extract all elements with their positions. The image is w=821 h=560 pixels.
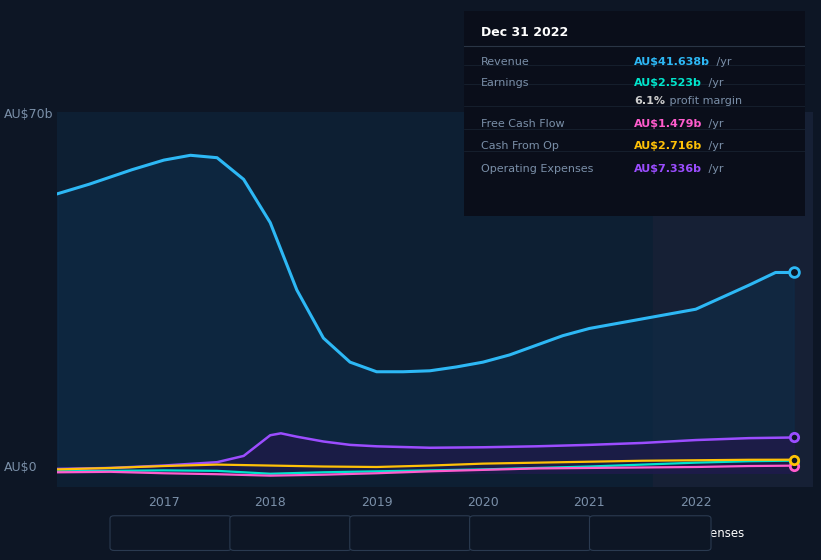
Text: Revenue: Revenue (145, 526, 197, 540)
Text: /yr: /yr (704, 164, 723, 174)
Text: Earnings: Earnings (481, 78, 530, 88)
Text: AU$7.336b: AU$7.336b (635, 164, 702, 174)
Text: Cash From Op: Cash From Op (481, 141, 559, 151)
Text: 6.1%: 6.1% (635, 96, 665, 106)
Text: AU$0: AU$0 (4, 461, 38, 474)
Text: /yr: /yr (704, 141, 723, 151)
Text: Operating Expenses: Operating Expenses (625, 526, 744, 540)
Text: ●: ● (129, 528, 139, 538)
Text: AU$2.716b: AU$2.716b (635, 141, 703, 151)
Text: ●: ● (488, 528, 498, 538)
Text: Operating Expenses: Operating Expenses (481, 164, 594, 174)
Text: AU$41.638b: AU$41.638b (635, 57, 710, 67)
Text: Revenue: Revenue (481, 57, 530, 67)
Text: /yr: /yr (713, 57, 731, 67)
Text: Earnings: Earnings (265, 526, 317, 540)
Bar (654, 112, 813, 487)
Text: /yr: /yr (704, 119, 723, 129)
Text: Free Cash Flow: Free Cash Flow (481, 119, 565, 129)
Text: AU$1.479b: AU$1.479b (635, 119, 703, 129)
Text: ●: ● (369, 528, 378, 538)
Text: Cash From Op: Cash From Op (505, 526, 587, 540)
Text: /yr: /yr (704, 78, 723, 88)
Text: ●: ● (249, 528, 259, 538)
Text: ●: ● (608, 528, 618, 538)
Text: Free Cash Flow: Free Cash Flow (385, 526, 474, 540)
Text: profit margin: profit margin (666, 96, 741, 106)
Text: Dec 31 2022: Dec 31 2022 (481, 26, 568, 39)
Text: AU$70b: AU$70b (4, 108, 53, 122)
Text: AU$2.523b: AU$2.523b (635, 78, 702, 88)
